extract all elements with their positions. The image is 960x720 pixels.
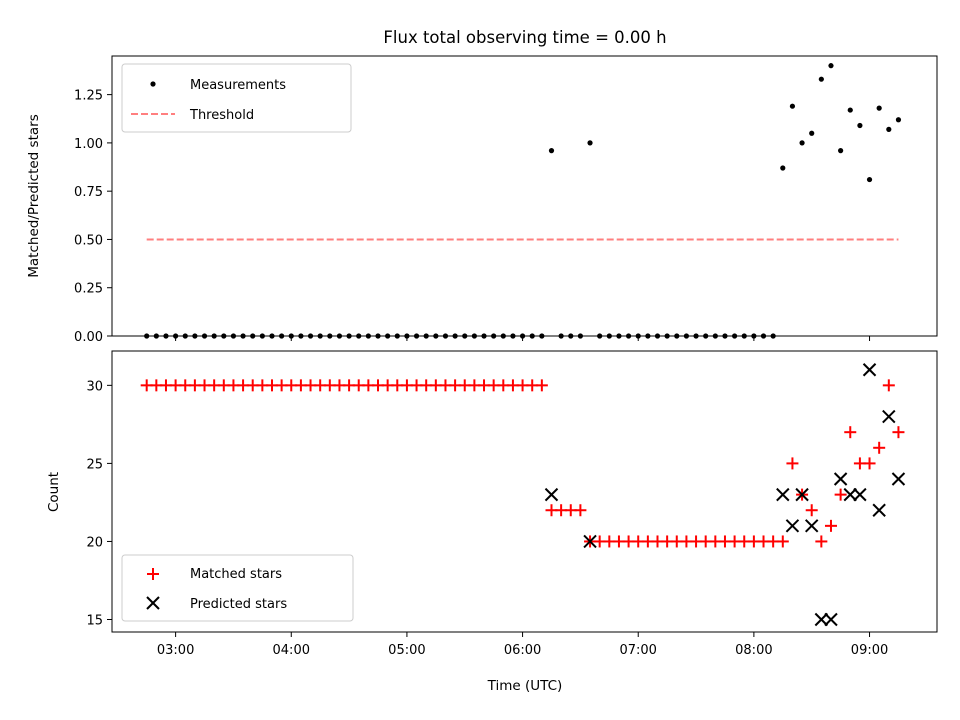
matched-star-point [834, 488, 847, 501]
bottom-y-tick-label: 25 [86, 457, 103, 472]
top-y-tick-label: 1.25 [74, 89, 103, 104]
bottom-x-tick-label: 08:00 [735, 643, 772, 658]
bottom-y-axis: 15 20 25 30 [86, 379, 112, 629]
bottom-series-layer [140, 363, 906, 627]
matched-star-point [824, 519, 837, 532]
measurement-point [857, 122, 863, 129]
measurement-point [847, 107, 853, 113]
predicted-star-point [891, 472, 906, 486]
top-y-tick-label: 0.50 [74, 233, 103, 248]
matched-star-point [535, 379, 548, 392]
predicted-star-point [544, 487, 559, 502]
predicted-star-point [862, 363, 877, 377]
predicted-star-point [853, 487, 867, 502]
legend-label-matched: Matched stars [190, 567, 282, 582]
legend-label-measurements: Measurements [190, 78, 286, 93]
matched-star-point [574, 504, 587, 517]
bottom-x-tick-label: 05:00 [388, 643, 425, 658]
top-legend-box [121, 63, 352, 133]
bottom-x-tick-label: 04:00 [273, 643, 310, 658]
bottom-y-axis-label: Count [46, 472, 62, 512]
matched-star-point [892, 426, 905, 439]
matched-star-point [844, 426, 857, 439]
measurement-point [818, 76, 824, 82]
legend-marker-matched [147, 568, 159, 580]
chart-title: Flux total observing time = 0.00 h [383, 28, 666, 47]
matched-star-point [776, 535, 789, 548]
measurement-point [780, 165, 786, 171]
predicted-star-point [872, 503, 886, 517]
measurement-point [866, 176, 873, 183]
bottom-x-tick-label: 03:00 [157, 643, 194, 658]
measurement-point [789, 103, 796, 109]
measurement-point [587, 140, 593, 146]
bottom-x-tick-label: 06:00 [504, 643, 541, 658]
top-y-tick-label: 0.75 [74, 185, 103, 200]
matched-star-point [815, 535, 828, 548]
bottom-y-tick-label: 20 [86, 535, 103, 550]
measurement-point [809, 130, 815, 136]
predicted-star-point [843, 487, 857, 502]
bottom-legend-box [121, 554, 354, 622]
top-x-axis [175, 336, 871, 341]
top-y-axis: 0.00 0.25 0.50 0.75 1.00 1.25 [74, 89, 112, 345]
predicted-star-point [776, 487, 790, 502]
top-y-axis-label: Matched/Predicted stars [26, 114, 42, 277]
legend-label-threshold: Threshold [189, 108, 254, 123]
legend-marker-predicted [146, 596, 160, 610]
matched-star-point [863, 457, 876, 470]
measurement-point [876, 105, 882, 111]
top-series-layer [144, 63, 902, 339]
legend-label-predicted: Predicted stars [190, 597, 287, 612]
top-y-tick-label: 1.00 [74, 137, 103, 152]
measurement-point [828, 63, 834, 69]
x-axis-label: Time (UTC) [487, 678, 563, 694]
bottom-y-tick-label: 15 [86, 614, 103, 629]
measurement-point [838, 148, 844, 154]
top-y-tick-label: 0.25 [74, 282, 103, 297]
matched-star-point [805, 504, 818, 517]
bottom-x-tick-label: 07:00 [619, 643, 656, 658]
predicted-star-point [795, 487, 809, 502]
predicted-star-point [583, 534, 597, 549]
matched-star-point [882, 379, 895, 392]
predicted-star-point [785, 519, 800, 533]
predicted-star-point [824, 612, 838, 627]
matched-star-point [786, 457, 799, 470]
bottom-x-axis: 03:00 04:00 05:00 06:00 07:00 08:00 09:00 [157, 632, 888, 658]
legend-marker-measurements [150, 81, 156, 87]
measurement-point [799, 140, 805, 146]
predicted-star-point [882, 409, 896, 424]
measurement-point [548, 148, 555, 154]
top-axes-frame [111, 55, 938, 337]
predicted-star-point [805, 519, 819, 533]
top-legend: Measurements Threshold [121, 63, 352, 133]
predicted-star-point [833, 472, 848, 486]
bottom-axes-frame [111, 350, 938, 633]
top-y-tick-label: 0.00 [74, 330, 103, 345]
measurement-point [895, 117, 902, 123]
matched-star-point [873, 441, 886, 454]
top-panel: 0.00 0.25 0.50 0.75 1.00 1.25 Matched/Predict… [26, 55, 938, 345]
bottom-legend: Matched stars Predicted stars [121, 554, 354, 622]
bottom-x-tick-label: 09:00 [851, 643, 888, 658]
predicted-star-point [814, 612, 829, 627]
measurement-point [886, 126, 892, 132]
bottom-y-tick-label: 30 [86, 379, 103, 394]
